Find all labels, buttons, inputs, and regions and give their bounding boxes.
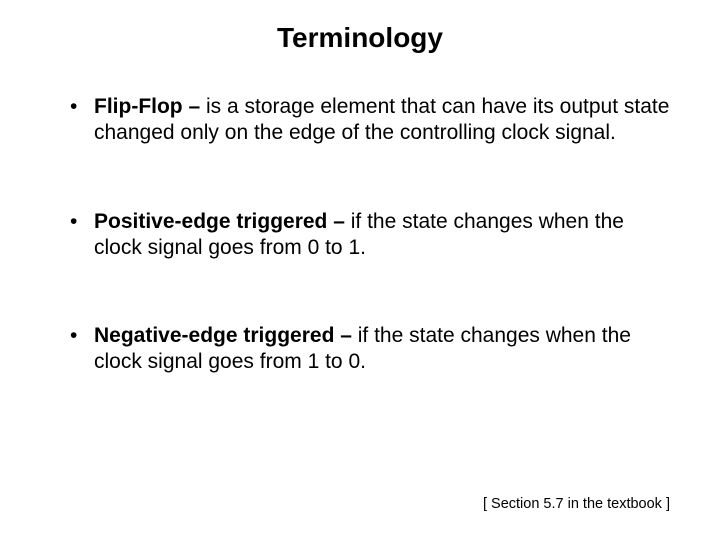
term-label: Flip-Flop –: [94, 95, 206, 118]
bullet-item: Flip-Flop – is a storage element that ca…: [70, 94, 670, 147]
slide-body: Flip-Flop – is a storage element that ca…: [0, 64, 720, 376]
footer-reference: [ Section 5.7 in the textbook ]: [483, 496, 670, 512]
term-label: Negative-edge triggered –: [94, 324, 358, 347]
slide-title: Terminology: [0, 0, 720, 64]
bullet-item: Positive-edge triggered – if the state c…: [70, 209, 670, 262]
term-label: Positive-edge triggered –: [94, 210, 351, 233]
bullet-item: Negative-edge triggered – if the state c…: [70, 323, 670, 376]
slide: Terminology Flip-Flop – is a storage ele…: [0, 0, 720, 540]
